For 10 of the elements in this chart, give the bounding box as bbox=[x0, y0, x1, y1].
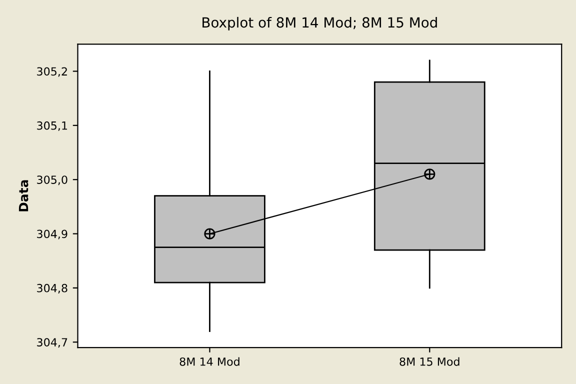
y-axis-title: Data bbox=[18, 180, 28, 212]
y-tick-label: 305,0 bbox=[37, 176, 68, 186]
x-tick-label: 8M 15 Mod bbox=[400, 357, 460, 366]
y-tick-label: 304,9 bbox=[37, 230, 68, 240]
y-tick-label: 305,2 bbox=[37, 67, 67, 77]
x-tick-label: 8M 14 Mod bbox=[180, 357, 240, 366]
y-tick-label: 304,7 bbox=[37, 338, 68, 348]
y-tick-label: 305,1 bbox=[37, 121, 68, 131]
y-tick-label: 304,8 bbox=[37, 284, 68, 294]
chart-title: Boxplot of 8M 14 Mod; 8M 15 Mod bbox=[202, 16, 437, 30]
